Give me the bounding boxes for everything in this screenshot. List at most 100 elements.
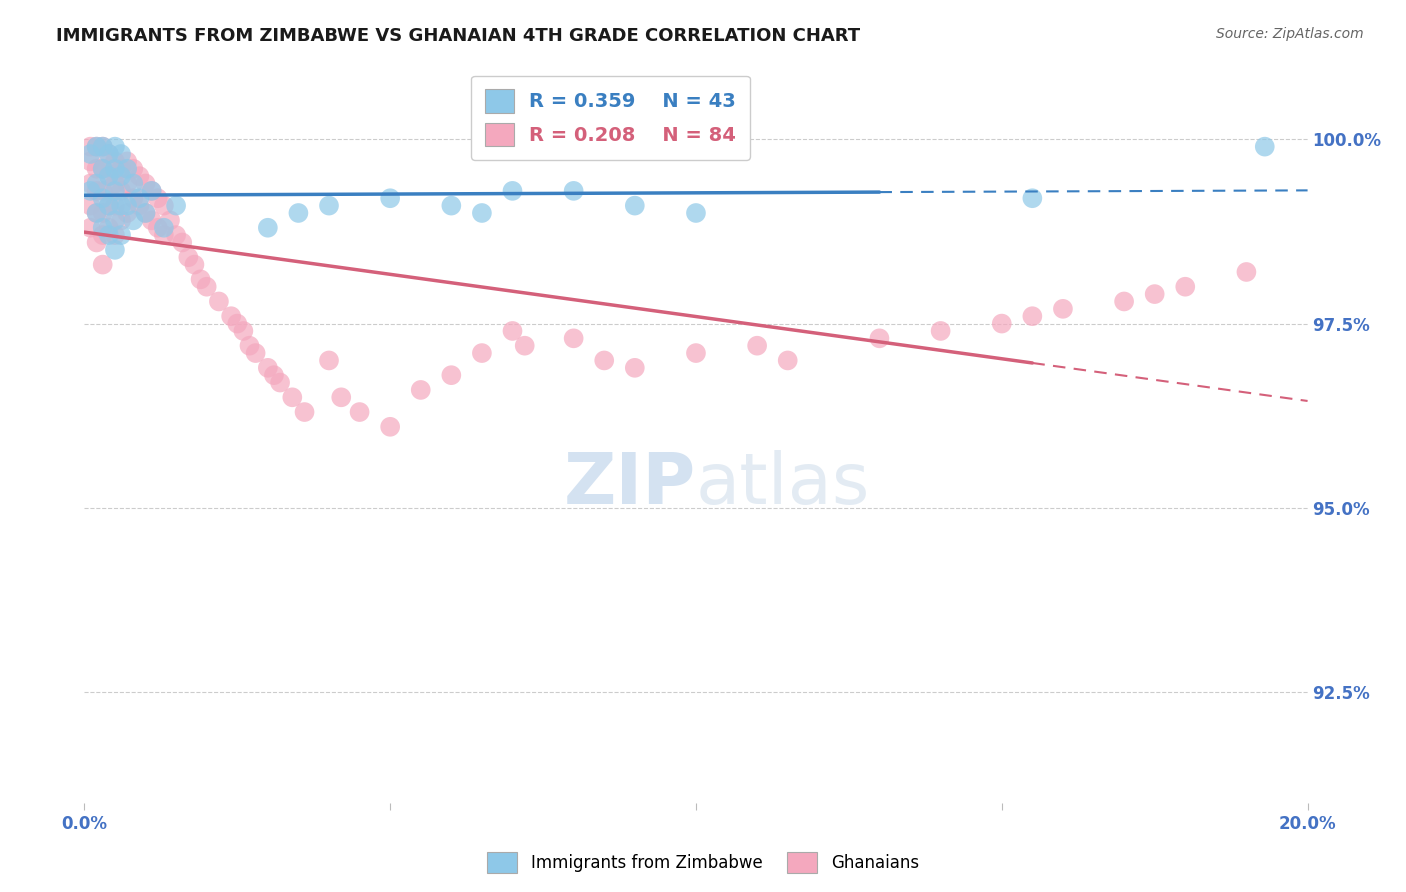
Point [776, 353, 799, 368]
Point [624, 360, 647, 375]
Text: Source: ZipAtlas.com: Source: ZipAtlas.com [1216, 27, 1364, 41]
Point [153, 220, 176, 235]
Point [1114, 294, 1136, 309]
Point [122, 191, 145, 205]
Point [115, 177, 138, 191]
Point [153, 199, 176, 213]
Point [1021, 309, 1043, 323]
Point [1236, 265, 1258, 279]
Point [91, 184, 114, 198]
Point [104, 184, 127, 198]
Point [91, 139, 114, 153]
Legend: Immigrants from Zimbabwe, Ghanaians: Immigrants from Zimbabwe, Ghanaians [481, 846, 925, 880]
Point [562, 331, 585, 345]
Point [593, 353, 616, 368]
Point [991, 317, 1014, 331]
Point [86, 206, 108, 220]
Point [318, 199, 340, 213]
Point [183, 258, 205, 272]
Point [104, 243, 127, 257]
Text: ZIP: ZIP [564, 450, 696, 519]
Point [104, 199, 127, 213]
Point [104, 213, 127, 227]
Point [110, 147, 132, 161]
Point [91, 220, 114, 235]
Point [502, 184, 524, 198]
Point [165, 228, 187, 243]
Point [104, 177, 127, 191]
Point [97, 147, 120, 161]
Point [471, 346, 494, 360]
Point [562, 184, 585, 198]
Point [104, 161, 127, 176]
Point [440, 368, 463, 383]
Point [141, 184, 163, 198]
Point [513, 339, 536, 353]
Point [79, 184, 101, 198]
Point [115, 161, 138, 176]
Point [1254, 139, 1277, 153]
Point [86, 139, 108, 153]
Point [502, 324, 524, 338]
Point [195, 279, 218, 293]
Point [79, 220, 101, 235]
Point [685, 206, 707, 220]
Point [232, 324, 254, 338]
Point [97, 169, 120, 183]
Point [141, 213, 163, 227]
Point [115, 199, 138, 213]
Point [97, 147, 120, 161]
Point [110, 161, 132, 176]
Point [409, 383, 432, 397]
Point [104, 139, 127, 153]
Point [929, 324, 952, 338]
Point [110, 184, 132, 198]
Point [281, 390, 304, 404]
Point [97, 220, 120, 235]
Point [269, 376, 291, 390]
Point [349, 405, 371, 419]
Point [135, 206, 157, 220]
Point [97, 199, 120, 213]
Text: IMMIGRANTS FROM ZIMBABWE VS GHANAIAN 4TH GRADE CORRELATION CHART: IMMIGRANTS FROM ZIMBABWE VS GHANAIAN 4TH… [56, 27, 860, 45]
Text: atlas: atlas [696, 450, 870, 519]
Point [146, 191, 169, 205]
Point [172, 235, 194, 250]
Point [257, 220, 280, 235]
Point [91, 139, 114, 153]
Legend: R = 0.359    N = 43, R = 0.208    N = 84: R = 0.359 N = 43, R = 0.208 N = 84 [471, 76, 749, 160]
Point [86, 139, 108, 153]
Point [86, 184, 108, 198]
Point [747, 339, 769, 353]
Point [86, 235, 108, 250]
Point [624, 199, 647, 213]
Point [869, 331, 891, 345]
Point [263, 368, 285, 383]
Point [135, 177, 157, 191]
Point [294, 405, 316, 419]
Point [122, 177, 145, 191]
Point [97, 228, 120, 243]
Point [110, 228, 132, 243]
Point [79, 154, 101, 169]
Point [91, 258, 114, 272]
Point [226, 317, 249, 331]
Point [1052, 301, 1074, 316]
Point [1143, 287, 1166, 301]
Point [219, 309, 242, 323]
Point [238, 339, 260, 353]
Point [153, 228, 176, 243]
Point [104, 228, 127, 243]
Point [86, 161, 108, 176]
Point [97, 169, 120, 183]
Point [110, 199, 132, 213]
Point [128, 199, 150, 213]
Point [79, 199, 101, 213]
Point [122, 161, 145, 176]
Point [177, 250, 200, 264]
Point [97, 199, 120, 213]
Point [1021, 191, 1043, 205]
Point [287, 206, 309, 220]
Point [1174, 279, 1197, 293]
Point [380, 191, 402, 205]
